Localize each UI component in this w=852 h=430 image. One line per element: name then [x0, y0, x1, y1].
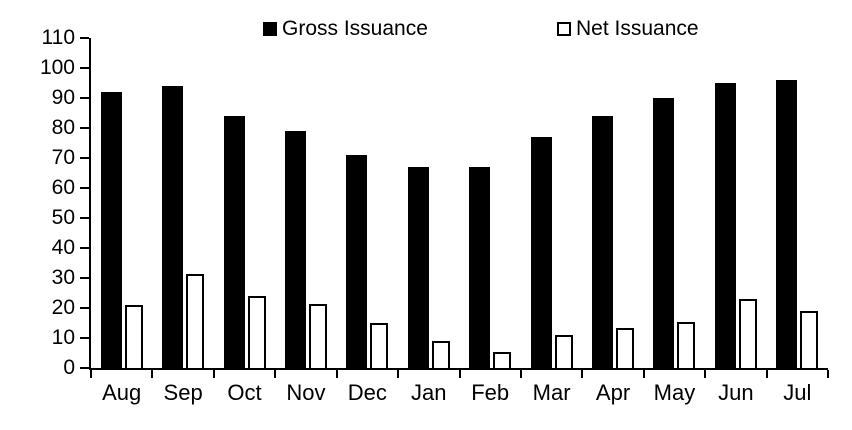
y-axis-tick — [80, 37, 89, 39]
y-axis-tick — [80, 187, 89, 189]
net-issuance-bar-jun — [738, 299, 757, 368]
x-axis-tick — [151, 370, 154, 378]
bar-group-aug — [91, 38, 152, 368]
y-axis-tick-label: 30 — [51, 266, 75, 289]
x-axis-label-sep: Sep — [163, 380, 203, 405]
x-axis-label-feb: Feb — [471, 380, 510, 405]
gross-issuance-bar-feb — [469, 167, 491, 368]
x-axis-label-dec: Dec — [347, 380, 387, 405]
x-axis-tick — [274, 370, 277, 378]
plot-area: 110 100 90 80 70 60 50 40 30 20 10 0 Aug Sep Oct Nov Dec… — [40, 27, 829, 405]
net-issuance-bar-dec — [370, 323, 389, 368]
y-axis-tick — [80, 157, 89, 159]
gross-issuance-legend-label: Gross Issuance — [282, 17, 428, 40]
bar-group-oct — [214, 38, 275, 368]
bar-group-feb — [460, 38, 521, 368]
y-axis-tick-label: 70 — [51, 146, 75, 169]
x-axis-tick — [827, 370, 829, 378]
y-axis-tick-label: 10 — [51, 326, 75, 349]
y-axis-tick — [80, 217, 89, 219]
y-axis-tick-label: 90 — [51, 86, 75, 109]
y-axis-tick-label: 110 — [41, 26, 75, 49]
gross-issuance-bar-jul — [776, 80, 798, 368]
net-issuance-bar-apr — [616, 327, 635, 368]
net-issuance-legend-label: Net Issuance — [576, 17, 699, 40]
x-axis-tick — [581, 370, 584, 378]
net-issuance-bar-mar — [554, 335, 573, 368]
gross-issuance-bar-jun — [714, 83, 736, 368]
net-issuance-bar-jul — [800, 311, 819, 368]
net-issuance-swatch-icon — [557, 21, 571, 36]
y-axis-tick-label: 50 — [51, 206, 75, 229]
x-axis-tick — [212, 370, 215, 378]
net-issuance-bar-sep — [186, 273, 205, 368]
x-axis-tick — [765, 370, 768, 378]
bar-group-jun — [705, 38, 766, 368]
gross-issuance-bar-oct — [223, 116, 245, 368]
net-issuance-bar-may — [677, 321, 696, 368]
net-issuance-bar-oct — [247, 296, 266, 368]
gross-issuance-swatch-icon — [263, 21, 277, 36]
bar-group-jan — [398, 38, 459, 368]
bar-group-sep — [152, 38, 213, 368]
y-axis-tick — [80, 277, 89, 279]
bar-group-may — [644, 38, 705, 368]
x-axis-label-mar: Mar — [532, 380, 571, 405]
y-axis-tick-label: 20 — [51, 296, 75, 319]
net-issuance-bar-jan — [431, 341, 450, 368]
y-axis-tick — [80, 337, 89, 339]
y-axis-tick-label: 0 — [63, 356, 75, 379]
gross-issuance-bar-may — [653, 98, 675, 368]
y-axis-tick-label: 80 — [51, 116, 75, 139]
x-axis-label-aug: Aug — [102, 380, 142, 405]
x-axis-tick — [519, 370, 522, 378]
gross-issuance-bar-nov — [284, 131, 306, 368]
gross-issuance-bar-jan — [407, 167, 429, 368]
gross-issuance-bar-aug — [100, 92, 122, 368]
bar-group-mar — [521, 38, 582, 368]
y-axis-tick — [80, 367, 89, 369]
gross-issuance-bar-dec — [346, 155, 368, 368]
y-axis-tick — [80, 247, 89, 249]
y-axis-tick — [80, 127, 89, 129]
legend-item-gross-issuance: Gross Issuance — [263, 18, 428, 39]
y-axis-tick — [80, 67, 89, 69]
gross-issuance-bar-mar — [530, 137, 552, 368]
x-axis-label-jul: Jul — [783, 380, 812, 405]
y-axis-tick — [80, 97, 89, 99]
bar-group-dec — [337, 38, 398, 368]
bar-group-nov — [275, 38, 336, 368]
y-axis-tick-label: 40 — [51, 236, 75, 259]
x-axis-label-nov: Nov — [286, 380, 326, 405]
bar-group-apr — [582, 38, 643, 368]
x-axis-label-oct: Oct — [227, 380, 262, 405]
y-axis-tick-label: 60 — [51, 176, 75, 199]
x-axis-tick — [90, 370, 92, 378]
legend-item-net-issuance: Net Issuance — [557, 18, 699, 39]
x-axis-tick — [397, 370, 400, 378]
x-axis-tick — [704, 370, 707, 378]
y-axis-tick — [80, 307, 89, 309]
x-axis-label-jan: Jan — [411, 380, 447, 405]
x-axis-tick — [335, 370, 338, 378]
gross-issuance-bar-sep — [162, 86, 184, 368]
x-axis-tick — [642, 370, 645, 378]
y-axis-tick-label: 100 — [39, 56, 75, 79]
gross-issuance-bar-apr — [592, 116, 614, 368]
net-issuance-bar-aug — [124, 305, 143, 368]
x-axis-label-may: May — [653, 380, 696, 405]
net-issuance-bar-nov — [308, 303, 327, 368]
x-axis-label-jun: Jun — [718, 380, 754, 405]
bar-group-jul — [767, 38, 828, 368]
x-axis-tick — [458, 370, 461, 378]
x-axis-label-apr: Apr — [595, 380, 631, 405]
net-issuance-bar-feb — [493, 351, 512, 368]
